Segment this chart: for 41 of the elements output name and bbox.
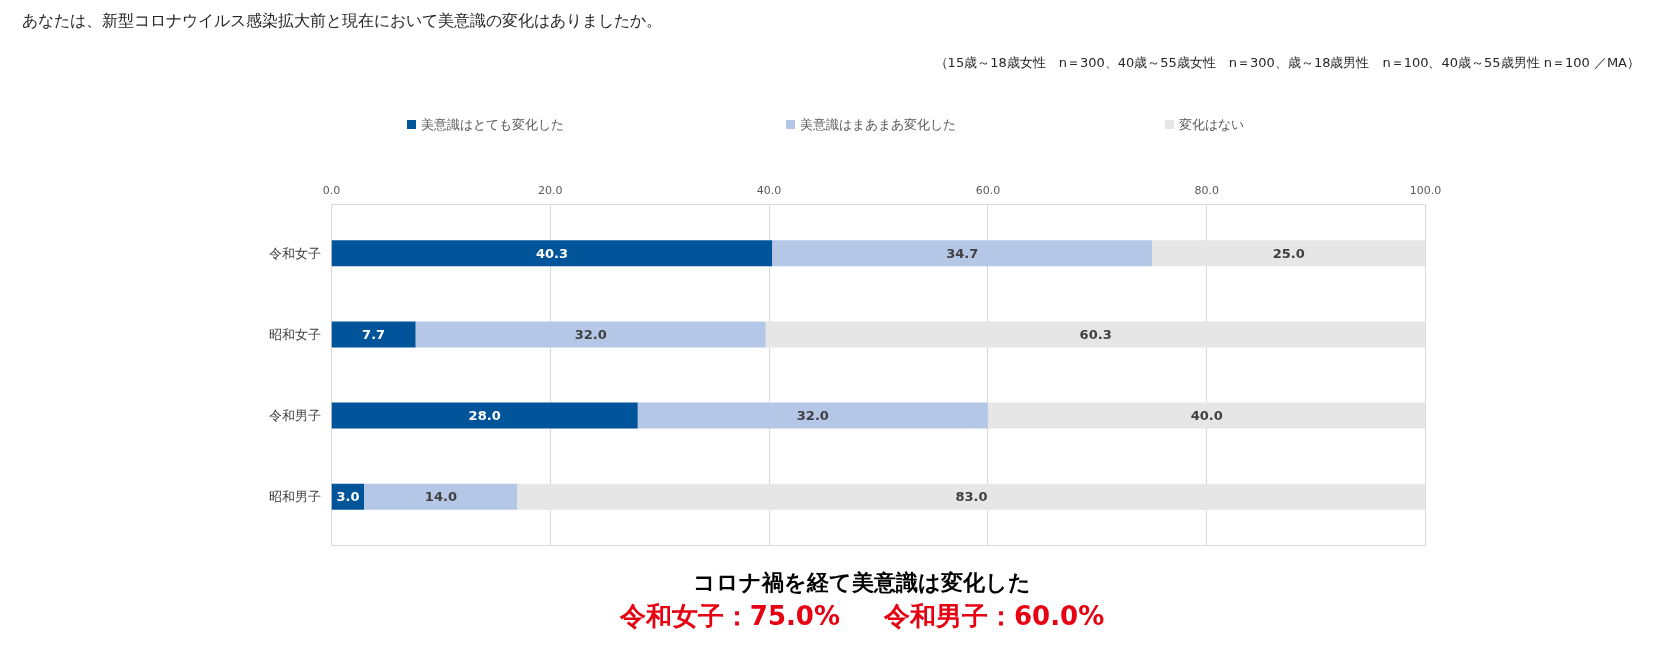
x-tick-label: 0.0 — [322, 183, 341, 197]
bar — [517, 483, 1426, 510]
legend-label: 美意識はまあまあ変化した — [799, 116, 956, 134]
bar — [415, 321, 766, 348]
text: コロナ禍を経て美意識は変化した — [692, 569, 1032, 597]
data-label: 14.0 — [424, 489, 457, 505]
legend-label: 美意識はとても変化した — [420, 116, 564, 134]
y-tick-label: 令和女子 — [268, 245, 321, 261]
data-label: 32.0 — [574, 326, 607, 342]
bar — [772, 240, 1152, 267]
data-label: 25.0 — [1272, 245, 1305, 261]
text: 令和女子：75.0% — [619, 601, 840, 632]
data-label: 32.0 — [796, 408, 829, 424]
data-label: 60.3 — [1079, 326, 1112, 342]
bar — [364, 483, 518, 510]
x-tick-label: 60.0 — [975, 183, 1001, 197]
data-label: 7.7 — [362, 326, 386, 342]
bar — [765, 321, 1426, 348]
x-tick-label: 40.0 — [756, 183, 782, 197]
chart-title: あなたは、新型コロナウイルス感染拡大前と現在において美意識の変化はありましたか。 — [22, 10, 662, 32]
data-label: 3.0 — [336, 489, 360, 505]
text: 令和男子：60.0% — [884, 601, 1105, 632]
x-tick-label: 20.0 — [538, 183, 563, 197]
data-label: 83.0 — [955, 489, 988, 505]
bar — [1152, 240, 1426, 267]
bar — [331, 240, 773, 267]
data-label: 40.0 — [1190, 408, 1223, 424]
bar — [331, 321, 416, 348]
y-tick-label: 令和男子 — [268, 408, 321, 424]
bar — [331, 402, 638, 429]
legend-label: 変化はない — [1178, 116, 1244, 134]
bar — [637, 402, 988, 429]
data-label: 28.0 — [468, 408, 501, 424]
x-tick-label: 80.0 — [1194, 183, 1219, 197]
y-tick-label: 昭和男子 — [268, 489, 321, 505]
chart-subtitle: （15歳～18歳女性 n＝300、40歳～55歳女性 n＝300、歳～18歳男性 n＝100、40歳～55歳男性 n＝100 ／MA） — [934, 54, 1640, 72]
y-tick-label: 昭和女子 — [268, 326, 321, 342]
bar — [987, 402, 1426, 429]
x-tick-label: 100.0 — [1409, 183, 1442, 197]
data-label: 40.3 — [535, 245, 568, 261]
data-label: 34.7 — [946, 245, 979, 261]
